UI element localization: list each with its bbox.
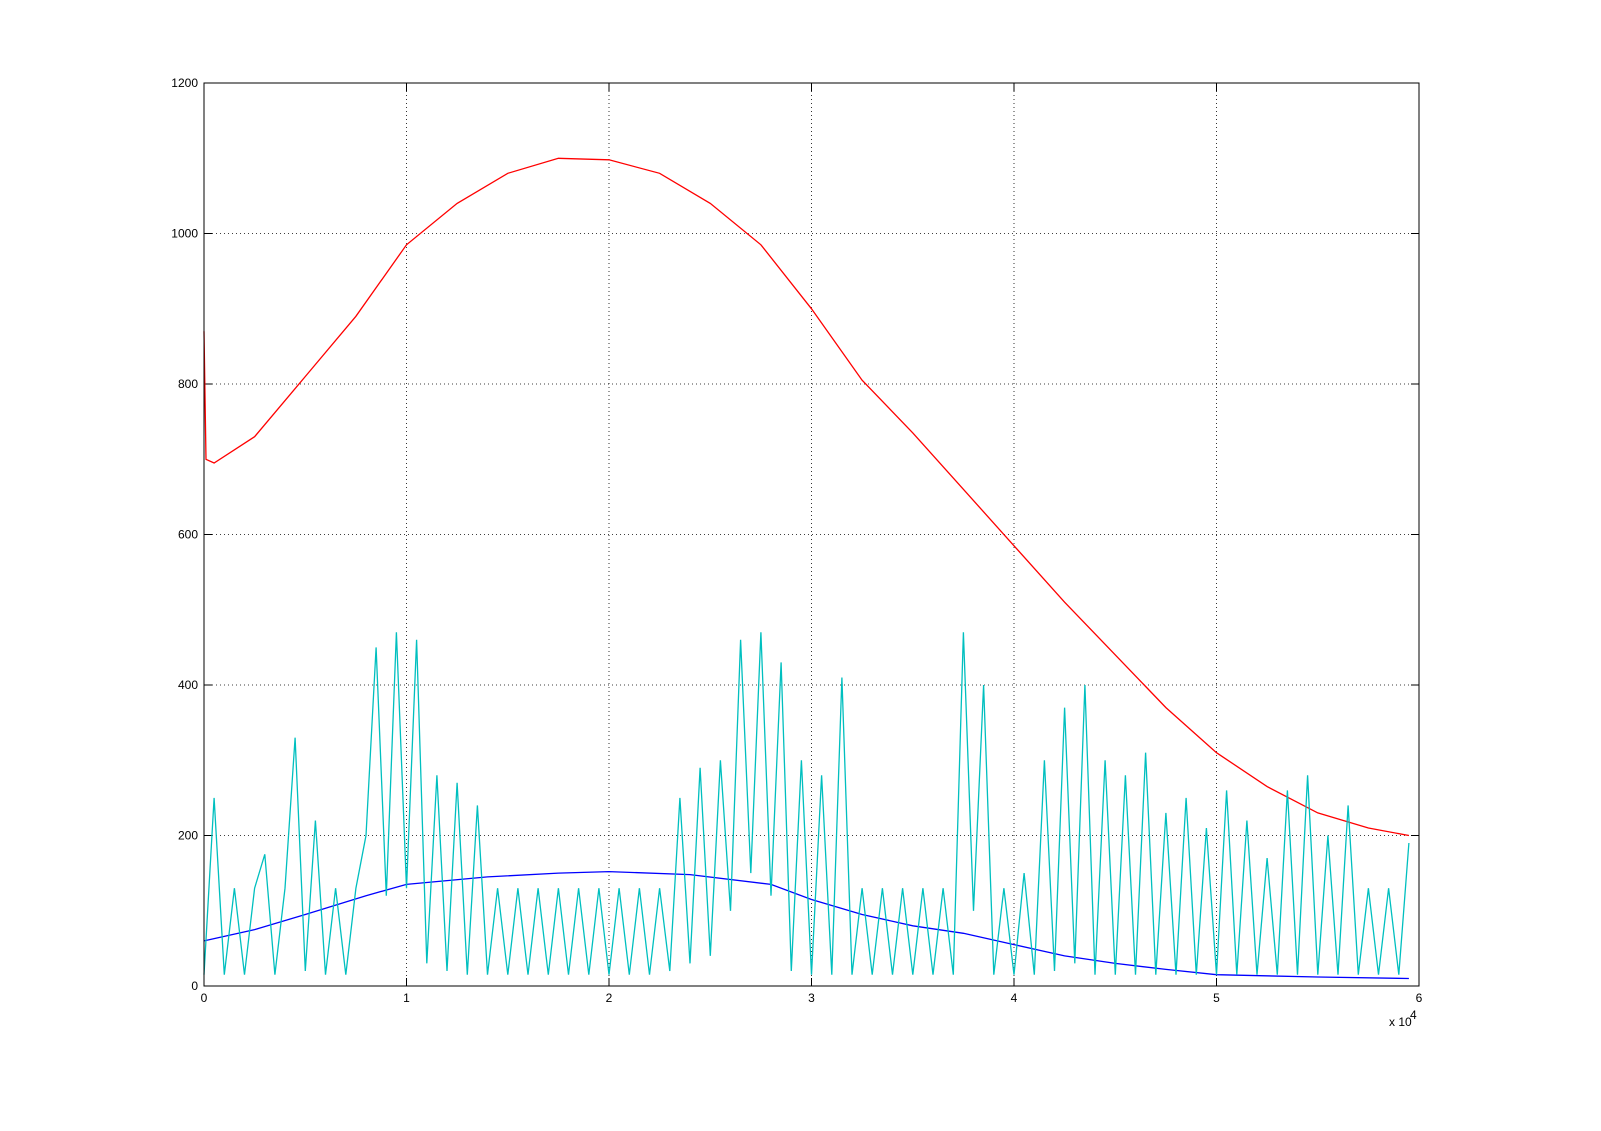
y-tick-label: 600 — [178, 528, 198, 542]
x-multiplier-exponent: 4 — [1410, 1008, 1417, 1022]
y-tick-label: 400 — [178, 678, 198, 692]
y-tick-label: 0 — [191, 979, 198, 993]
y-tick-label: 800 — [178, 377, 198, 391]
x-tick-label: 2 — [606, 991, 613, 1005]
x-tick-label: 3 — [808, 991, 815, 1005]
series-line — [203, 870, 1409, 980]
x-tick-label: 1 — [403, 991, 410, 1005]
y-tick-label: 200 — [178, 829, 198, 843]
x-multiplier: x 10 — [1389, 1015, 1412, 1029]
axes-frame — [203, 82, 1420, 987]
series-line — [203, 157, 1410, 837]
y-tick-label: 1200 — [171, 76, 198, 90]
x-tick-label: 6 — [1416, 991, 1423, 1005]
series-line — [203, 632, 1410, 975]
x-tick-label: 5 — [1213, 991, 1220, 1005]
x-tick-label: 4 — [1011, 991, 1018, 1005]
y-tick-label: 1000 — [171, 227, 198, 241]
x-tick-label: 0 — [201, 991, 208, 1005]
